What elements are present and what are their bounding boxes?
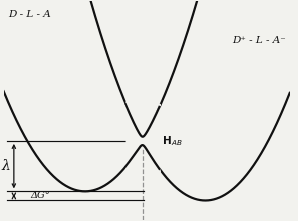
Text: 2 $\mathbf{H}_{AB}$: 2 $\mathbf{H}_{AB}$	[153, 134, 184, 148]
Text: λ: λ	[1, 159, 10, 173]
Text: D - L - A: D - L - A	[8, 10, 51, 19]
Text: ΔG°: ΔG°	[31, 191, 50, 200]
Text: D⁺ - L - A⁻: D⁺ - L - A⁻	[232, 36, 286, 45]
